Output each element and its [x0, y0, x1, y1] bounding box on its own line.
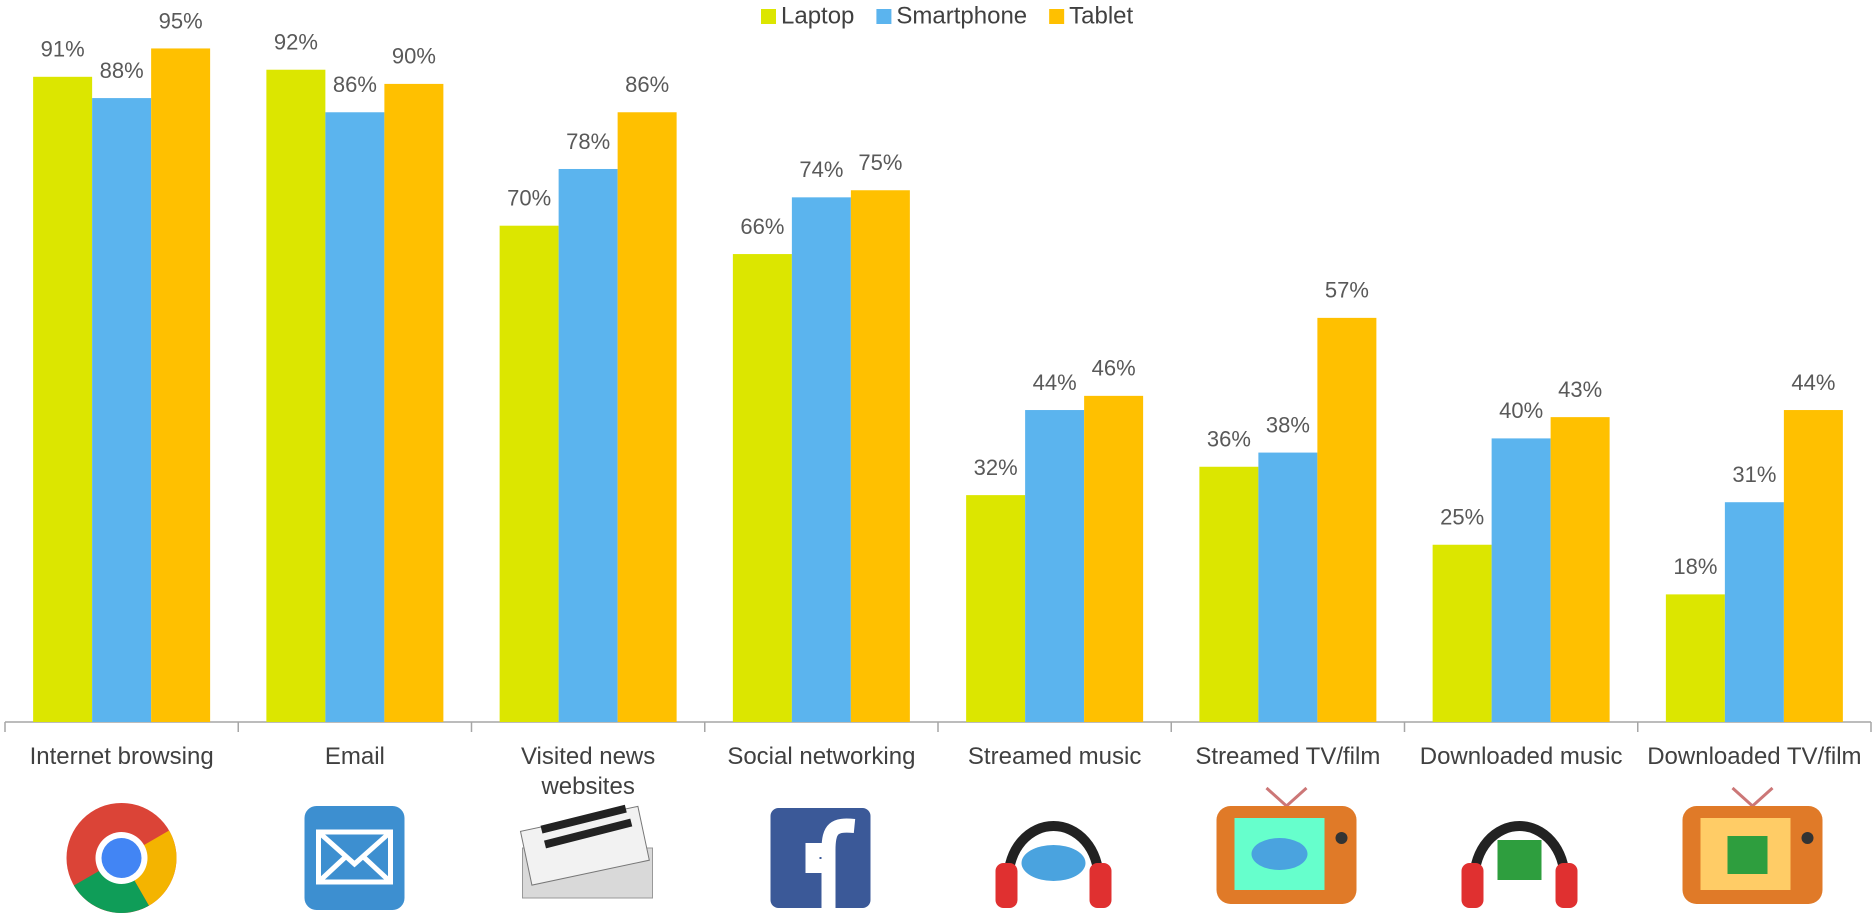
legend-label: Tablet — [1069, 2, 1133, 29]
x-tick-label: Email — [324, 743, 385, 770]
data-label: 92% — [274, 30, 318, 55]
data-label: 70% — [507, 186, 551, 211]
mail-icon — [304, 806, 405, 910]
data-label: 88% — [100, 58, 144, 83]
bar — [499, 225, 559, 722]
data-label: 40% — [1499, 398, 1543, 423]
bar — [1084, 395, 1144, 722]
data-label: 31% — [1732, 462, 1776, 487]
bar — [617, 112, 677, 722]
bar — [151, 48, 211, 722]
data-label: 57% — [1325, 278, 1369, 303]
data-label: 38% — [1266, 412, 1310, 437]
legend-swatch — [761, 9, 776, 24]
bar — [1432, 544, 1492, 722]
browser-icon — [66, 803, 177, 913]
data-label: 75% — [858, 150, 902, 175]
legend-swatch — [1049, 9, 1065, 24]
tv-icon — [1216, 786, 1357, 904]
data-label: 46% — [1092, 356, 1136, 381]
x-tick-label: Internet browsing — [29, 743, 214, 770]
data-label: 95% — [159, 8, 203, 33]
bar — [1025, 410, 1085, 722]
data-label: 91% — [41, 37, 85, 62]
data-label: 44% — [1791, 370, 1835, 395]
bar — [1783, 410, 1843, 722]
legend-label: Laptop — [781, 2, 854, 29]
x-tick-label: Social networking — [727, 743, 916, 770]
x-tick-label: Visited news websites — [520, 743, 656, 800]
data-label: 43% — [1558, 377, 1602, 402]
data-label: 18% — [1673, 554, 1717, 579]
bar — [850, 190, 910, 722]
x-tick-label: Downloaded music — [1419, 743, 1623, 770]
bar — [1550, 417, 1610, 722]
data-label: 74% — [799, 157, 843, 182]
bar — [1199, 466, 1259, 722]
x-tick-label: Downloaded TV/film — [1647, 743, 1862, 770]
bar — [266, 69, 326, 723]
x-tick-label: Streamed TV/film — [1195, 743, 1381, 770]
bar — [384, 83, 444, 722]
bar — [966, 495, 1026, 722]
bar — [1665, 594, 1725, 722]
bar — [732, 254, 792, 722]
legend-swatch — [876, 9, 892, 24]
bar — [558, 168, 618, 723]
data-label: 44% — [1033, 370, 1077, 395]
bar — [325, 112, 385, 722]
data-label: 78% — [566, 129, 610, 154]
data-label: 36% — [1207, 427, 1251, 452]
bar — [1258, 452, 1318, 722]
bar — [791, 197, 851, 723]
data-label: 86% — [333, 72, 377, 97]
data-label: 66% — [740, 214, 784, 239]
bar — [33, 76, 93, 722]
headphones-icon — [995, 821, 1112, 908]
bar — [1491, 438, 1551, 722]
data-label: 90% — [392, 44, 436, 69]
data-label: 86% — [625, 72, 669, 97]
data-label: 25% — [1440, 505, 1484, 530]
tv-icon — [1682, 786, 1823, 904]
news-icon — [519, 804, 653, 899]
headphones-icon — [1461, 821, 1578, 908]
bar — [92, 98, 152, 722]
legend-label: Smartphone — [896, 2, 1027, 29]
x-tick-label: Streamed music — [967, 743, 1142, 770]
data-label: 32% — [974, 455, 1018, 480]
bar — [1317, 317, 1377, 722]
icons — [66, 786, 1823, 913]
facebook-icon — [770, 808, 871, 908]
bar — [1724, 502, 1784, 722]
